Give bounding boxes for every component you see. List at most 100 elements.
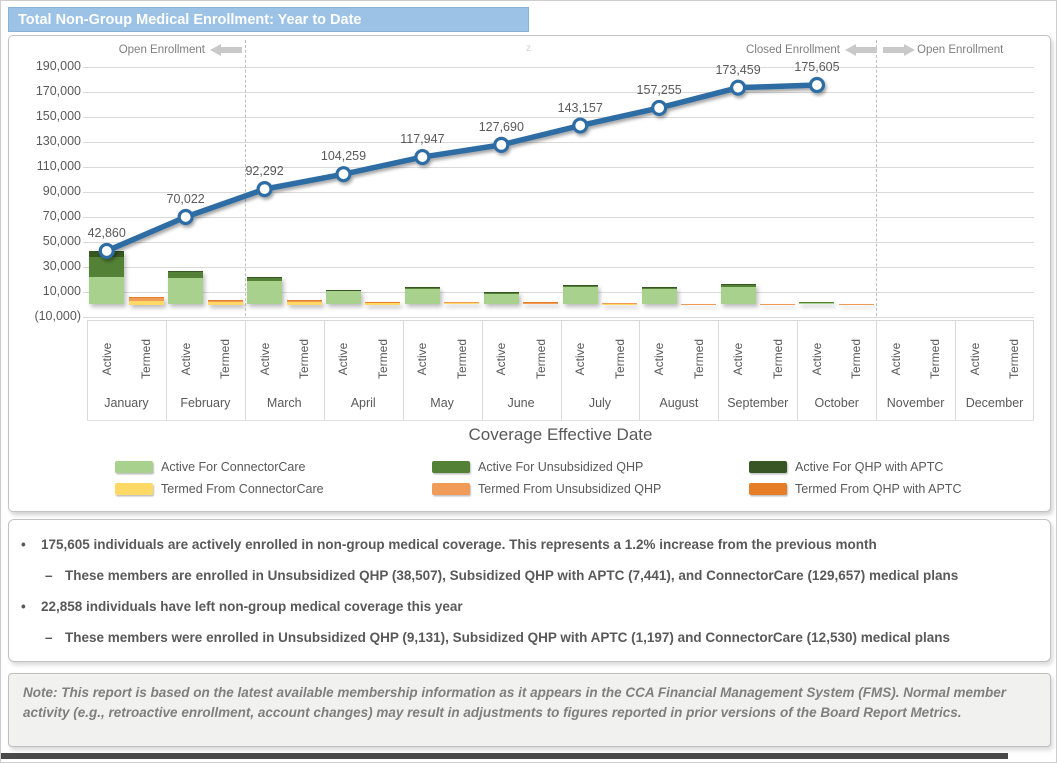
column-label-termed: Termed — [612, 338, 627, 380]
column-label-termed: Termed — [375, 338, 390, 380]
bar-segment-active-for-unsubsidized-qhp — [720, 284, 756, 287]
arrow-shaft — [856, 47, 877, 53]
month-name-label: October — [814, 396, 859, 410]
month-cell-november — [876, 320, 955, 420]
bar-termed-july — [602, 303, 638, 305]
line-data-label: 92,292 — [245, 164, 284, 179]
x-axis-title: Coverage Effective Date — [468, 425, 653, 444]
month-cell-april — [323, 320, 403, 420]
sub-bullet: – These members are enrolled in Unsubsidi… — [21, 568, 1032, 585]
month-cell-october — [797, 320, 876, 420]
line-data-label: 104,259 — [320, 149, 367, 164]
bar-segment-termed-from-unsubsidized-qhp — [523, 302, 559, 304]
column-label-termed: Termed — [691, 338, 706, 380]
bar-segment-termed-from-qhp-with-aptc — [128, 297, 164, 298]
line-marker — [808, 76, 826, 94]
column-label-active: Active — [652, 342, 667, 376]
column-label-active: Active — [336, 342, 351, 376]
line-data-label: 42,860 — [87, 225, 126, 240]
gridline — [83, 217, 1034, 218]
legend-label: Active For Unsubsidized QHP — [478, 460, 644, 474]
bullet-text: 22,858 individuals have left non-group m… — [41, 598, 463, 614]
month-cell-january — [87, 320, 166, 420]
legend-item-termed-from-unsubsidized-qhp: Termed From Unsubsidized QHP — [432, 482, 661, 496]
month-cell-august — [639, 320, 718, 420]
legend-swatch-icon — [432, 461, 470, 473]
y-axis-tick-label: 150,000 — [35, 109, 81, 123]
bullet-text: These members are enrolled in Unsubsidiz… — [65, 567, 959, 583]
arrow-head — [845, 44, 856, 56]
bar-active-february — [168, 270, 204, 305]
bar-segment-active-for-unsubsidized-qhp — [483, 292, 519, 294]
legend-item-active-for-qhp-with-aptc: Active For QHP with APTC — [749, 460, 943, 474]
line-data-label: 157,255 — [636, 82, 682, 97]
arrow-left-icon — [210, 44, 242, 56]
bar-active-april — [325, 289, 361, 305]
gridline — [83, 267, 1034, 268]
bar-segment-termed-from-connectorcare — [444, 303, 480, 305]
bar-active-may — [404, 287, 440, 305]
y-axis-tick-label: 30,000 — [42, 259, 81, 273]
bar-segment-active-for-unsubsidized-qhp — [89, 257, 125, 277]
y-axis-tick-label: 50,000 — [42, 234, 81, 248]
arrow-right-icon — [883, 44, 915, 56]
month-name-label: June — [507, 396, 535, 410]
bar-segment-active-for-connectorcare — [404, 289, 440, 305]
line-data-label: 143,157 — [557, 100, 603, 115]
legend-item-active-for-unsubsidized-qhp: Active For Unsubsidized QHP — [432, 460, 643, 474]
line-marker — [335, 166, 352, 183]
note-text: Note: This report is based on the latest… — [23, 685, 1006, 721]
column-label-active: Active — [494, 342, 509, 376]
column-label-termed: Termed — [849, 338, 864, 380]
month-name-label: May — [430, 396, 454, 410]
bar-active-june — [483, 292, 519, 305]
bar-termed-january — [128, 297, 164, 305]
bar-segment-active-for-connectorcare — [483, 293, 519, 305]
gridline — [83, 292, 1034, 293]
line-data-label: 70,022 — [166, 191, 205, 206]
legend-item-termed-from-connectorcare: Termed From ConnectorCare — [115, 482, 324, 496]
bar-segment-termed-from-unsubsidized-qhp — [365, 301, 401, 303]
bar-active-march — [247, 276, 283, 305]
bar-segment-active-for-unsubsidized-qhp — [168, 271, 204, 278]
column-label-termed: Termed — [454, 338, 469, 380]
column-label-active: Active — [99, 342, 114, 376]
bottom-divider-bar — [1, 753, 1008, 759]
column-label-active: Active — [888, 342, 903, 376]
line-data-label: 175,605 — [794, 59, 840, 74]
bullet-marker: – — [45, 629, 53, 645]
bar-segment-active-for-qhp-with-aptc — [168, 270, 204, 272]
watermark-text: z — [526, 43, 531, 54]
bar-segment-active-for-connectorcare — [641, 288, 677, 305]
column-label-termed: Termed — [297, 338, 312, 380]
bar-segment-active-for-unsubsidized-qhp — [247, 277, 283, 281]
chart-panel: Open Enrollment z Closed Enrollment Open… — [8, 35, 1051, 512]
bar-active-august — [641, 286, 677, 305]
gridline — [83, 242, 1034, 243]
bar-segment-active-for-connectorcare — [799, 302, 835, 305]
legend-label: Active For QHP with APTC — [795, 460, 944, 474]
bar-segment-active-for-unsubsidized-qhp — [325, 289, 361, 292]
bullet-text: These members were enrolled in Unsubsidi… — [65, 629, 951, 645]
y-axis-tick-label: 70,000 — [42, 209, 81, 223]
legend-swatch-icon — [432, 483, 470, 495]
gridline — [83, 67, 1034, 68]
bar-segment-active-for-unsubsidized-qhp — [404, 287, 440, 290]
line-data-label: 117,947 — [400, 132, 445, 147]
month-name-label: November — [886, 396, 945, 410]
y-axis-tick-label: 170,000 — [35, 84, 81, 98]
bar-segment-active-for-qhp-with-aptc — [247, 276, 283, 278]
month-cell-december — [955, 320, 1034, 420]
column-label-termed: Termed — [1007, 338, 1022, 380]
arrow-left-icon — [845, 44, 877, 56]
bar-termed-may — [444, 302, 480, 305]
bar-segment-termed-from-unsubsidized-qhp — [128, 297, 164, 302]
legend-item-termed-from-qhp-with-aptc: Termed From QHP with APTC — [749, 482, 961, 496]
legend-item-active-for-connectorcare: Active For ConnectorCare — [115, 460, 306, 474]
column-label-termed: Termed — [770, 338, 785, 380]
bar-segment-termed-from-unsubsidized-qhp — [286, 300, 322, 303]
bar-termed-september — [760, 303, 796, 305]
bar-segment-termed-from-connectorcare — [207, 302, 243, 305]
sub-bullet: – These members were enrolled in Unsubsid… — [21, 630, 1032, 647]
y-axis-tick-label: 190,000 — [35, 59, 81, 73]
